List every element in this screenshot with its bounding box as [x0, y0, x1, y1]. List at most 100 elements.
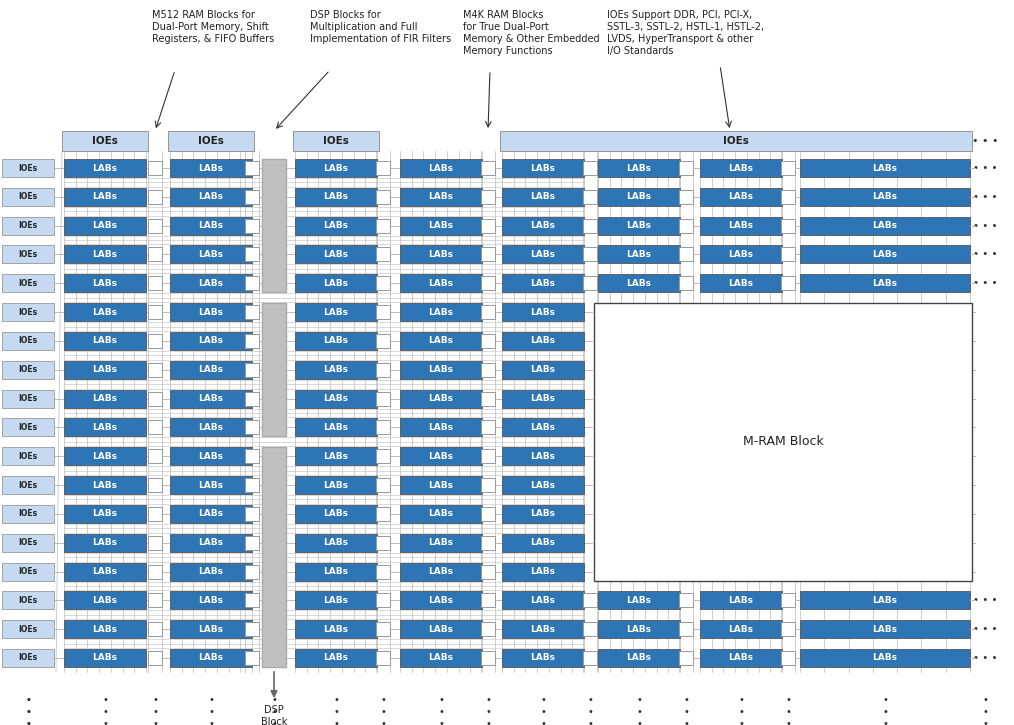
- Bar: [295, 592, 377, 609]
- Bar: [376, 247, 390, 262]
- Text: LABs: LABs: [323, 250, 349, 259]
- Bar: [170, 649, 252, 667]
- Bar: [2, 505, 54, 523]
- Bar: [800, 592, 970, 609]
- Text: LABs: LABs: [429, 567, 453, 576]
- Bar: [400, 534, 482, 552]
- Text: IOEs: IOEs: [18, 481, 38, 489]
- Text: • • •: • • •: [972, 192, 997, 202]
- Bar: [481, 478, 495, 492]
- Bar: [481, 536, 495, 550]
- Bar: [295, 534, 377, 552]
- Bar: [400, 188, 482, 206]
- Bar: [170, 389, 252, 407]
- Text: IOEs Support DDR, PCI, PCI-X,
SSTL-3, SSTL-2, HSTL-1, HSTL-2,
LVDS, HyperTranspo: IOEs Support DDR, PCI, PCI-X, SSTL-3, SS…: [607, 10, 765, 56]
- Bar: [170, 534, 252, 552]
- Text: LABs: LABs: [92, 365, 118, 374]
- Bar: [148, 651, 162, 665]
- Bar: [245, 190, 259, 204]
- Bar: [800, 274, 970, 292]
- Bar: [800, 246, 970, 263]
- Text: LABs: LABs: [323, 423, 349, 432]
- Bar: [481, 651, 495, 665]
- Bar: [598, 592, 680, 609]
- Bar: [594, 303, 972, 581]
- Text: LABs: LABs: [199, 538, 223, 547]
- Bar: [700, 159, 782, 177]
- Bar: [245, 507, 259, 521]
- Bar: [245, 565, 259, 579]
- Text: LABs: LABs: [429, 394, 453, 403]
- Bar: [781, 276, 795, 290]
- Text: LABs: LABs: [530, 279, 556, 288]
- Bar: [376, 305, 390, 319]
- Text: LABs: LABs: [92, 538, 118, 547]
- Text: IOEs: IOEs: [92, 136, 118, 146]
- Text: LABs: LABs: [323, 567, 349, 576]
- Text: IOEs: IOEs: [18, 452, 38, 460]
- Text: LABs: LABs: [872, 221, 897, 230]
- Bar: [148, 247, 162, 262]
- Text: LABs: LABs: [627, 596, 652, 605]
- Text: IOEs: IOEs: [723, 136, 749, 146]
- Bar: [170, 361, 252, 378]
- Text: LABs: LABs: [429, 250, 453, 259]
- Bar: [400, 476, 482, 494]
- Bar: [2, 361, 54, 378]
- Bar: [400, 563, 482, 581]
- Bar: [376, 622, 390, 636]
- Bar: [376, 161, 390, 175]
- Text: LABs: LABs: [92, 510, 118, 518]
- Text: IOEs: IOEs: [18, 394, 38, 403]
- Bar: [295, 361, 377, 378]
- Text: IOEs: IOEs: [18, 279, 38, 288]
- Bar: [400, 620, 482, 638]
- Bar: [64, 389, 146, 407]
- Bar: [64, 620, 146, 638]
- Bar: [679, 161, 693, 175]
- Bar: [293, 131, 379, 151]
- Bar: [583, 593, 597, 608]
- Text: LABs: LABs: [323, 596, 349, 605]
- Bar: [2, 649, 54, 667]
- Text: LABs: LABs: [728, 625, 753, 634]
- Bar: [170, 217, 252, 235]
- Bar: [64, 188, 146, 206]
- Bar: [481, 507, 495, 521]
- Bar: [481, 362, 495, 377]
- Bar: [2, 332, 54, 350]
- Bar: [481, 276, 495, 290]
- Bar: [2, 303, 54, 321]
- Text: IOEs: IOEs: [18, 365, 38, 374]
- Bar: [295, 217, 377, 235]
- Bar: [583, 651, 597, 665]
- Text: •
•
•: • • •: [333, 695, 339, 725]
- Text: LABs: LABs: [199, 510, 223, 518]
- Text: •
•
•: • • •: [208, 695, 214, 725]
- Text: LABs: LABs: [199, 307, 223, 317]
- Bar: [62, 131, 148, 151]
- Text: •
•
•: • • •: [271, 695, 277, 725]
- Text: LABs: LABs: [199, 250, 223, 259]
- Bar: [295, 418, 377, 436]
- Bar: [800, 217, 970, 235]
- Text: LABs: LABs: [728, 164, 753, 173]
- Bar: [502, 418, 584, 436]
- Text: LABs: LABs: [530, 423, 556, 432]
- Text: LABs: LABs: [323, 538, 349, 547]
- Bar: [781, 190, 795, 204]
- Bar: [148, 334, 162, 348]
- Bar: [262, 303, 286, 436]
- Bar: [148, 536, 162, 550]
- Bar: [502, 274, 584, 292]
- Bar: [148, 219, 162, 233]
- Bar: [679, 219, 693, 233]
- Text: LABs: LABs: [199, 365, 223, 374]
- Bar: [295, 303, 377, 321]
- Bar: [481, 593, 495, 608]
- Text: •
•
•: • • •: [636, 695, 642, 725]
- Bar: [502, 505, 584, 523]
- Bar: [2, 476, 54, 494]
- Text: LABs: LABs: [323, 625, 349, 634]
- Text: IOEs: IOEs: [18, 625, 38, 634]
